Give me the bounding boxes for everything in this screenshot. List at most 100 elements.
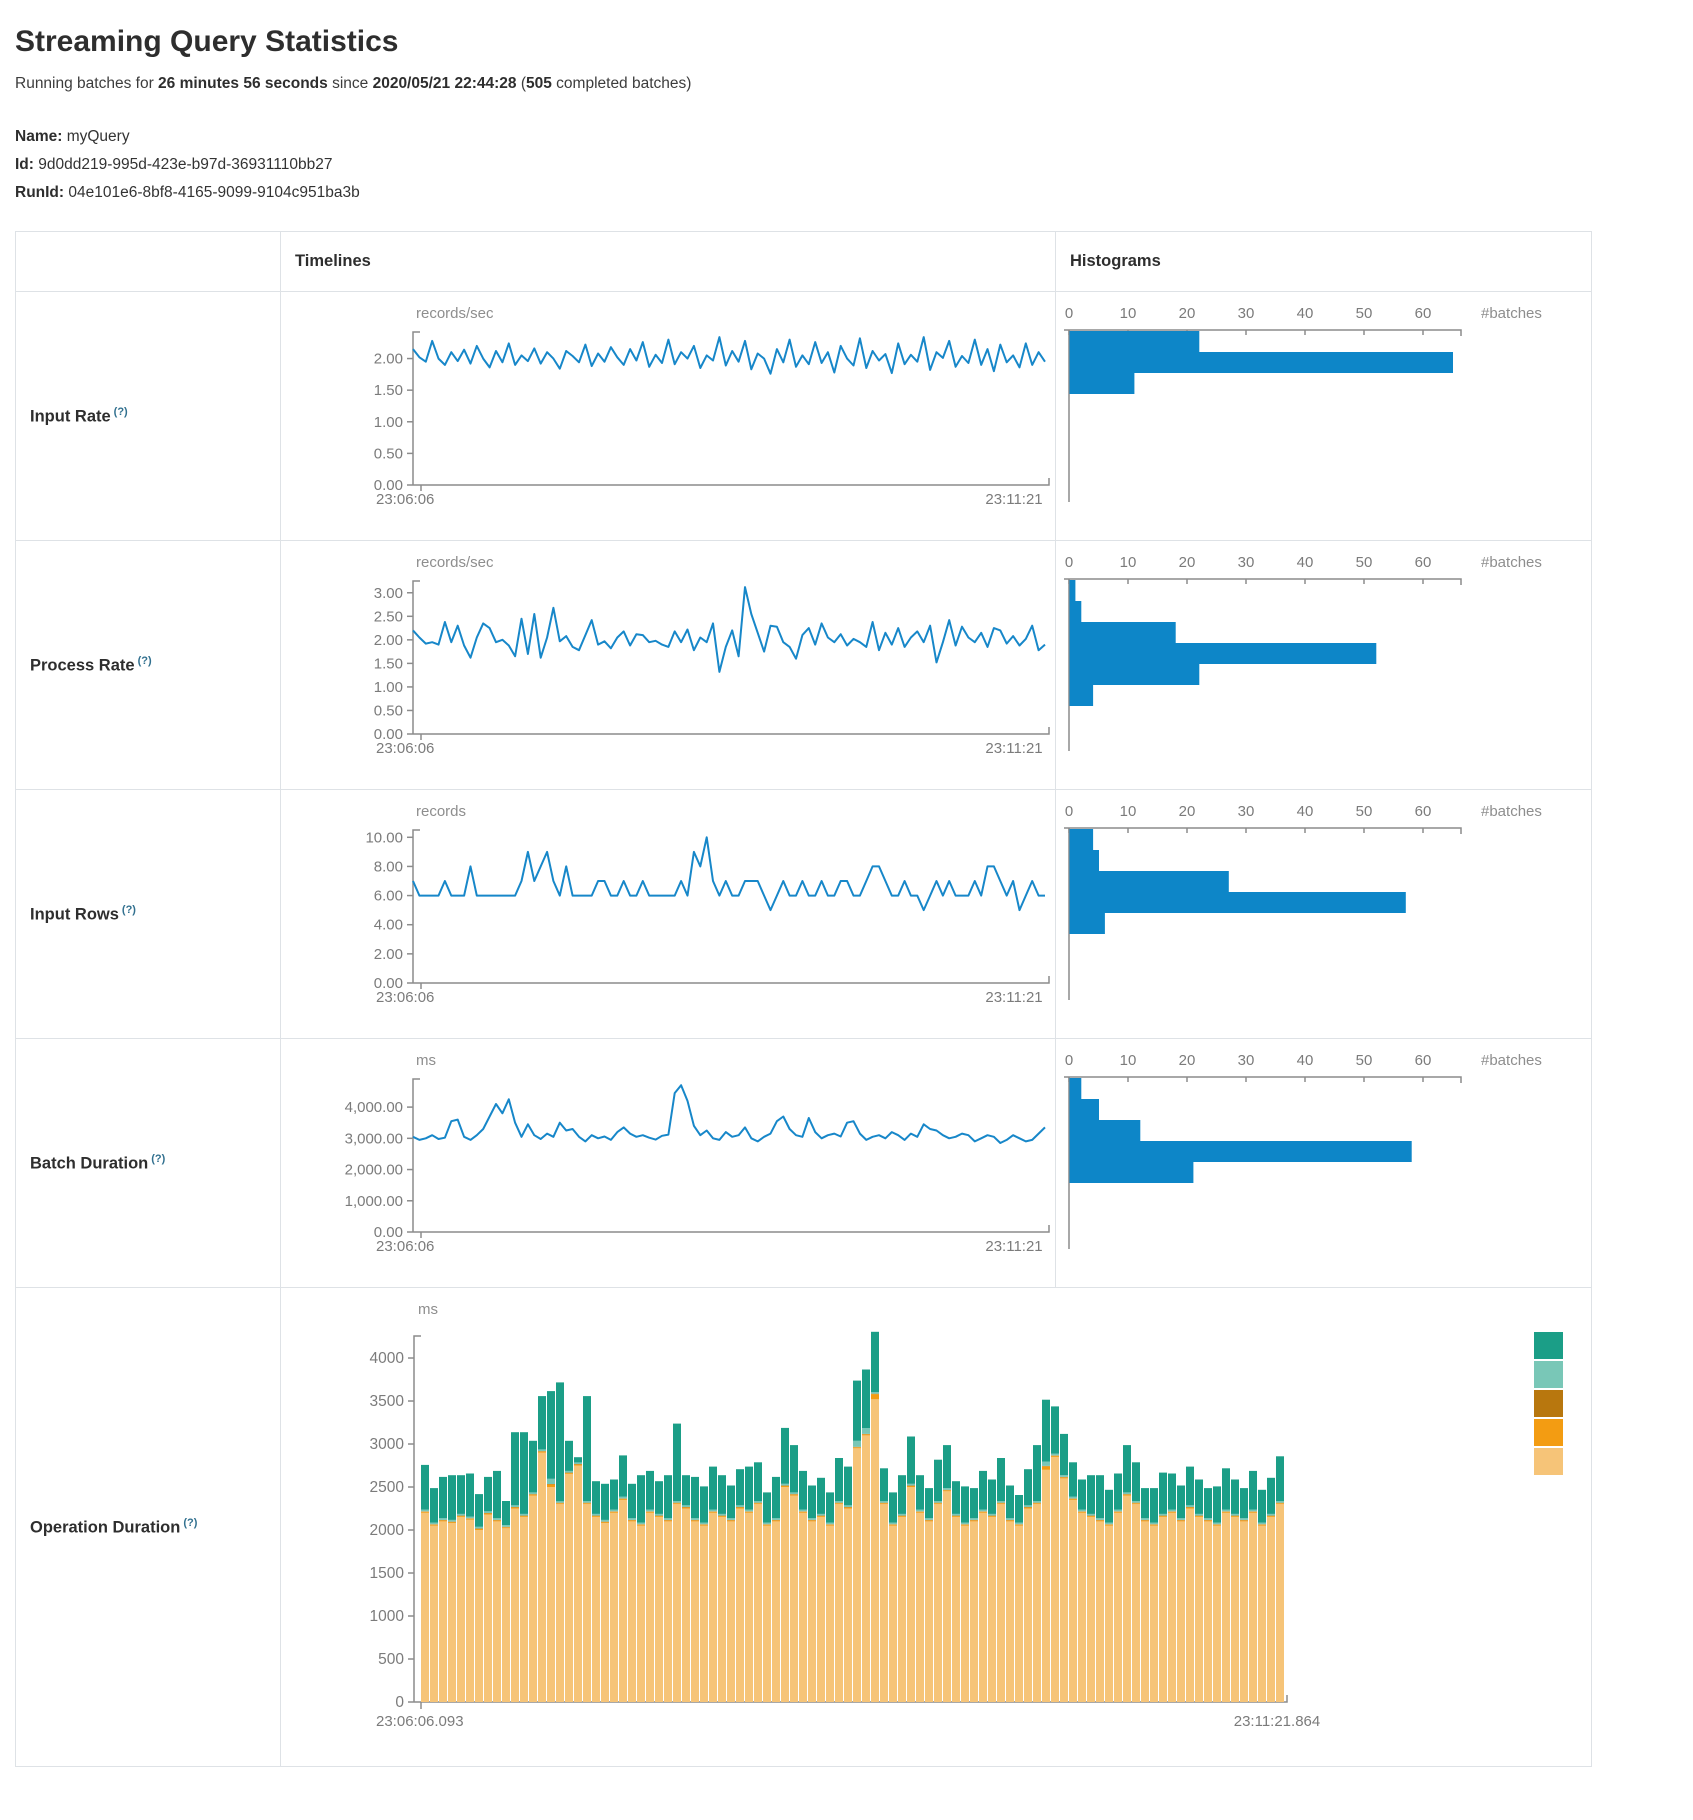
svg-text:10: 10 — [1120, 1052, 1137, 1069]
query-runid-line: RunId: 04e101e6-8bf8-4165-9099-9104c951b… — [15, 179, 1678, 207]
svg-text:2,000.00: 2,000.00 — [345, 1162, 403, 1179]
timelines-column-header: Timelines — [280, 231, 1056, 292]
query-name-label: Name: — [15, 128, 63, 145]
process-rate-label-cell: Process Rate (?) — [15, 540, 281, 790]
batch-duration-row: Batch Duration (?) ms 0.00 1,000.00 2,000.00… — [15, 1038, 1592, 1288]
legend-swatch-light-amber — [1534, 1448, 1563, 1475]
svg-text:0.00: 0.00 — [374, 477, 403, 494]
query-runid-label: RunId: — [15, 184, 65, 201]
input-rows-help-icon[interactable]: (?) — [121, 903, 136, 916]
batch-duration-histogram-chart: 0 10 20 30 40 50 60 #batches — [1056, 1039, 1591, 1287]
query-id-line: Id: 9d0dd219-995d-423e-b97d-36931110bb27 — [15, 151, 1678, 179]
input-rate-row: Input Rate (?) records/sec 0.00 0.50 1.00 1.5… — [15, 291, 1592, 541]
svg-text:3,000.00: 3,000.00 — [345, 1130, 403, 1147]
svg-text:40: 40 — [1297, 803, 1314, 820]
process-rate-histogram-chart: 0 10 20 30 40 50 60 #batches — [1056, 541, 1591, 789]
svg-text:1.00: 1.00 — [374, 414, 403, 431]
query-metadata: Name: myQuery Id: 9d0dd219-995d-423e-b97… — [15, 123, 1678, 207]
timeline-svg: records 0.00 2.00 4.00 6.00 8.00 10.00 23:06:06… — [365, 803, 1050, 1006]
svg-text:1.00: 1.00 — [374, 679, 403, 696]
process-rate-timeline-chart: records/sec 0.00 0.50 1.00 1.50 2.00 2.50 3.00 2… — [281, 541, 1055, 789]
operation-duration-help-icon[interactable]: (?) — [183, 1516, 198, 1529]
query-name-value: myQuery — [66, 128, 130, 145]
svg-text:#batches: #batches — [1481, 1052, 1542, 1069]
svg-text:3000: 3000 — [370, 1436, 405, 1453]
histogram-svg: 0 10 20 30 40 50 60 #batches — [1064, 803, 1542, 1000]
legend-swatch-light-teal — [1534, 1361, 1563, 1388]
svg-text:2.00: 2.00 — [374, 946, 403, 963]
svg-text:records/sec: records/sec — [416, 305, 494, 322]
query-name-line: Name: myQuery — [15, 123, 1678, 151]
svg-text:60: 60 — [1415, 554, 1432, 571]
empty-header-cell — [15, 231, 281, 292]
svg-text:10.00: 10.00 — [365, 829, 403, 846]
svg-text:0.50: 0.50 — [374, 445, 403, 462]
stacked-bar-svg: ms 0 500 1000 1500 2000 2500 3000 3500 4000 23:06:… — [370, 1301, 1563, 1730]
svg-text:0: 0 — [1065, 803, 1073, 820]
svg-text:2000: 2000 — [370, 1522, 405, 1539]
svg-text:#batches: #batches — [1481, 305, 1542, 322]
batch-duration-help-icon[interactable]: (?) — [151, 1152, 166, 1165]
svg-text:records/sec: records/sec — [416, 554, 494, 571]
histogram-svg: 0 10 20 30 40 50 60 #batches — [1064, 305, 1542, 502]
operation-duration-stacked-chart: ms 0 500 1000 1500 2000 2500 3000 3500 4000 23:06:… — [281, 1288, 1591, 1766]
input-rate-help-icon[interactable]: (?) — [113, 405, 128, 418]
svg-text:0: 0 — [395, 1694, 404, 1711]
svg-text:50: 50 — [1356, 554, 1373, 571]
svg-text:1,000.00: 1,000.00 — [345, 1193, 403, 1210]
operation-duration-label: Operation Duration — [30, 1518, 181, 1537]
svg-text:1500: 1500 — [370, 1565, 405, 1582]
svg-text:60: 60 — [1415, 803, 1432, 820]
batch-duration-label: Batch Duration — [30, 1154, 149, 1173]
legend-swatch-orange — [1534, 1419, 1563, 1446]
svg-text:0.50: 0.50 — [374, 702, 403, 719]
timeline-svg: records/sec 0.00 0.50 1.00 1.50 2.00 23:06:06 2… — [374, 305, 1050, 508]
svg-text:23:11:21: 23:11:21 — [985, 740, 1042, 757]
svg-text:50: 50 — [1356, 1052, 1373, 1069]
svg-text:23:06:06: 23:06:06 — [376, 740, 434, 757]
input-rows-row: Input Rows (?) records 0.00 2.00 4.00 6.00 8.0… — [15, 789, 1592, 1039]
svg-text:40: 40 — [1297, 554, 1314, 571]
query-runid-value: 04e101e6-8bf8-4165-9099-9104c951ba3b — [68, 184, 360, 201]
input-rows-label: Input Rows — [30, 905, 119, 924]
svg-text:40: 40 — [1297, 1052, 1314, 1069]
svg-text:#batches: #batches — [1481, 554, 1542, 571]
process-rate-help-icon[interactable]: (?) — [137, 654, 152, 667]
histogram-svg: 0 10 20 30 40 50 60 #batches — [1064, 1052, 1542, 1249]
svg-text:20: 20 — [1179, 803, 1196, 820]
completed-batches-count: 505 — [525, 75, 552, 92]
svg-text:8.00: 8.00 — [374, 858, 403, 875]
svg-text:30: 30 — [1238, 803, 1255, 820]
svg-text:23:06:06: 23:06:06 — [376, 491, 434, 508]
svg-text:0: 0 — [1065, 1052, 1073, 1069]
input-rows-histogram-chart: 0 10 20 30 40 50 60 #batches — [1056, 790, 1591, 1038]
svg-text:0.00: 0.00 — [374, 975, 403, 992]
svg-text:1000: 1000 — [370, 1608, 405, 1625]
svg-text:#batches: #batches — [1481, 803, 1542, 820]
svg-text:20: 20 — [1179, 305, 1196, 322]
svg-text:0: 0 — [1065, 554, 1073, 571]
svg-text:6.00: 6.00 — [374, 888, 403, 905]
svg-text:30: 30 — [1238, 554, 1255, 571]
running-duration: 26 minutes 56 seconds — [158, 75, 328, 92]
svg-text:23:11:21: 23:11:21 — [985, 989, 1042, 1006]
start-timestamp: 2020/05/21 22:44:28 — [372, 75, 517, 92]
svg-text:2.00: 2.00 — [374, 351, 403, 368]
query-id-value: 9d0dd219-995d-423e-b97d-36931110bb27 — [38, 156, 333, 173]
input-rate-label-cell: Input Rate (?) — [15, 291, 281, 541]
histograms-column-header: Histograms — [1055, 231, 1592, 292]
query-id-label: Id: — [15, 156, 34, 173]
operation-duration-label-cell: Operation Duration (?) — [15, 1287, 281, 1767]
running-batches-summary: Running batches for 26 minutes 56 second… — [15, 75, 1678, 93]
input-rows-label-cell: Input Rows (?) — [15, 789, 281, 1039]
input-rate-label: Input Rate — [30, 407, 111, 426]
svg-text:2.00: 2.00 — [374, 632, 403, 649]
svg-text:23:06:06.093: 23:06:06.093 — [376, 1713, 464, 1730]
input-rows-timeline-chart: records 0.00 2.00 4.00 6.00 8.00 10.00 23:06:06… — [281, 790, 1055, 1038]
svg-text:40: 40 — [1297, 305, 1314, 322]
process-rate-label: Process Rate — [30, 656, 135, 675]
svg-text:1.50: 1.50 — [374, 382, 403, 399]
svg-text:23:06:06: 23:06:06 — [376, 989, 434, 1006]
svg-text:records: records — [416, 803, 466, 820]
